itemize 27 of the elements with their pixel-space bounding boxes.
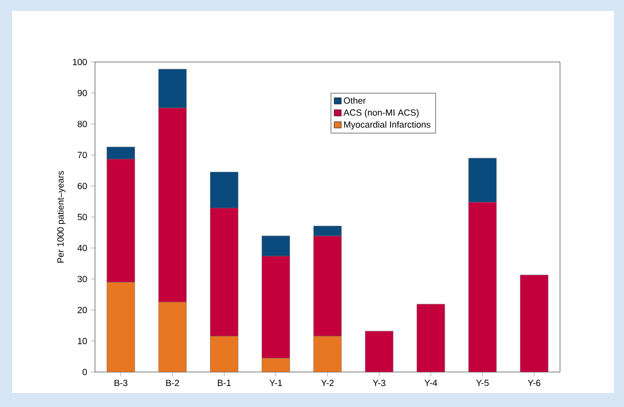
bar — [416, 304, 445, 372]
y-tick-label: 40 — [77, 244, 87, 252]
legend-label: Myocardial Infarctions — [344, 121, 430, 130]
x-tick-label: Y-4 — [424, 380, 438, 386]
bar — [520, 274, 548, 372]
y-tick-label: 0 — [82, 368, 87, 376]
x-tick-label: Y-6 — [528, 380, 540, 386]
x-tick-label: B-2 — [166, 380, 180, 386]
y-tick-label: 90 — [78, 90, 87, 96]
y-tick-label: 30 — [78, 276, 87, 282]
y-tick-label: 20 — [78, 306, 87, 314]
y-tick-label: 10 — [78, 338, 87, 344]
x-tick-label: Y-3 — [372, 380, 386, 386]
legend-label: ACS (non-MI ACS) — [343, 109, 419, 118]
y-tick-label: 50 — [78, 214, 87, 220]
x-tick-label: B-3 — [114, 380, 128, 386]
y-tick-label: 70 — [78, 152, 87, 158]
x-tick-label: B-1 — [218, 380, 231, 386]
x-tick-label: Y-5 — [476, 380, 489, 386]
y-axis-title: Per 1000 patient–years — [57, 170, 66, 263]
y-tick-label: 80 — [78, 120, 87, 128]
legend-label: Other — [344, 97, 366, 104]
y-tick-label: 60 — [78, 182, 87, 190]
x-tick-label: Y-2 — [321, 380, 334, 386]
x-tick-label: Y-1 — [269, 380, 282, 386]
bar — [365, 330, 394, 372]
y-tick-label: 100 — [72, 58, 87, 66]
